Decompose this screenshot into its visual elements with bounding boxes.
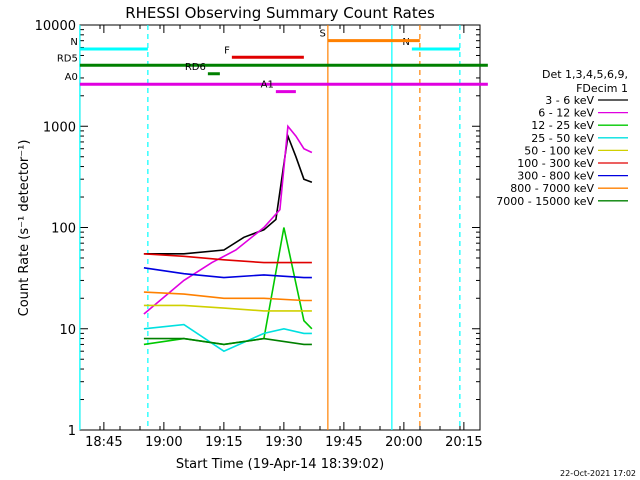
x-axis-label: Start Time (19-Apr-14 18:39:02) [176, 457, 384, 472]
series-lines [143, 124, 313, 353]
x-tick-label: 19:30 [265, 435, 302, 450]
series-line-5 [143, 304, 312, 312]
y-tick-label: 10 [59, 323, 76, 338]
y-tick-label: 10000 [35, 19, 76, 34]
series-line-6 [143, 253, 312, 264]
y-tick-labels: 1 10 100 1000 10000 [35, 19, 76, 439]
x-tick-label: 19:45 [325, 435, 362, 450]
legend-entry-label: 25 - 50 keV [531, 132, 594, 145]
legend-entry-label: 50 - 100 keV [524, 144, 594, 157]
x-tick-label: 20:15 [445, 435, 482, 450]
series-line-2 [143, 124, 313, 315]
flag-label-s: S [320, 29, 326, 40]
legend-entry-label: 800 - 7000 keV [510, 182, 594, 195]
x-tick-label: 20:00 [385, 435, 422, 450]
series-line-4 [143, 323, 312, 353]
flag-label-n: N [70, 37, 77, 48]
x-tick-label: 19:00 [145, 435, 182, 450]
y-axis-label: Count Rate (s⁻¹ detector⁻¹) [17, 140, 32, 317]
series-line-1 [143, 132, 313, 255]
legend-header: FDecim 1 [576, 82, 628, 95]
y-tick-label: 1 [68, 424, 76, 439]
legend-entry-label: 3 - 6 keV [545, 94, 594, 107]
legend-header: Det 1,3,4,5,6,9, [542, 68, 628, 81]
flag-label-rd5: RD5 [57, 53, 78, 64]
series-line-9 [143, 337, 312, 346]
date-stamp: 22-Oct-2021 17:02 [560, 469, 636, 478]
flag-label-rd6: RD6 [185, 62, 206, 73]
x-tick-label: 18:45 [85, 435, 122, 450]
y-tick-label: 1000 [43, 120, 76, 135]
flag-label-n: N [402, 37, 409, 48]
series-line-8 [143, 291, 312, 302]
flag-label-a0: A0 [65, 72, 78, 83]
x-tick-label: 19:15 [205, 435, 242, 450]
vertical-markers [79, 25, 461, 430]
legend-entry-label: 12 - 25 keV [531, 119, 594, 132]
legend-entry-label: 7000 - 15000 keV [496, 195, 594, 208]
flag-label-a1: A1 [261, 80, 274, 91]
series-line-7 [143, 267, 312, 279]
legend-entry-label: 100 - 300 keV [517, 157, 594, 170]
x-tick-labels: 18:45 19:00 19:15 19:30 19:45 20:00 20:15 [85, 435, 482, 450]
y-tick-label: 100 [51, 222, 76, 237]
flag-bars: N N F S RD5 RD6 A0 A1 [57, 29, 488, 94]
legend-entry-label: 6 - 12 keV [538, 107, 594, 120]
flag-label-f: F [224, 45, 230, 56]
chart-title: RHESSI Observing Summary Count Rates [125, 4, 435, 22]
legend-entry-label: 300 - 800 keV [517, 170, 594, 183]
